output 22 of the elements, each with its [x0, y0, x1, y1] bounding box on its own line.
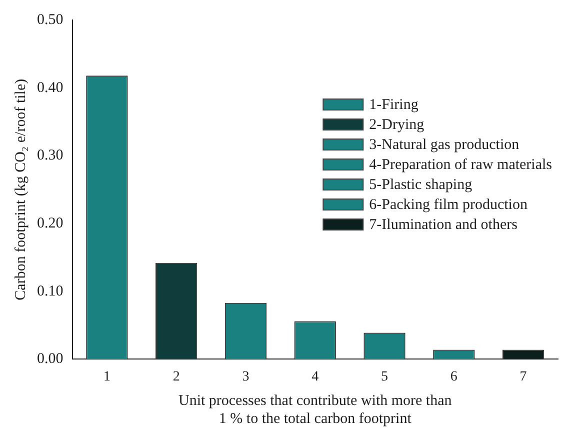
legend-label: 5-Plastic shaping	[369, 176, 473, 193]
legend-label: 4-Preparation of raw materials	[369, 156, 552, 173]
y-tick-label: 0.20	[37, 215, 64, 232]
x-axis-title: Unit processes that contribute with more than 1 % to the total carbon footprint	[178, 392, 452, 427]
x-tick-label: 7	[520, 369, 527, 384]
legend-label: 2-Drying	[369, 116, 425, 133]
legend-label: 6-Packing film production	[369, 196, 528, 213]
x-tick-label: 6	[450, 369, 458, 384]
y-axis-title: Carbon footprint (kg CO₂ e/roof tile)	[12, 78, 29, 300]
y-tick-label: 0.00	[37, 351, 64, 368]
legend-label: 1-Firing	[369, 96, 419, 113]
x-tick-label: 4	[312, 369, 319, 384]
x-tick-label: 1	[103, 369, 110, 384]
x-tick-label: 3	[242, 369, 250, 384]
x-tick-label: 5	[381, 369, 388, 384]
x-tick-label: 2	[172, 369, 180, 384]
y-tick-label: 0.30	[37, 148, 64, 164]
y-tick-label: 0.50	[37, 12, 64, 28]
legend-label: 7-Ilumination and others	[369, 216, 518, 233]
y-tick-label: 0.10	[37, 283, 64, 300]
legend-label: 3-Natural gas production	[369, 136, 520, 153]
y-tick-label: 0.40	[37, 80, 64, 96]
